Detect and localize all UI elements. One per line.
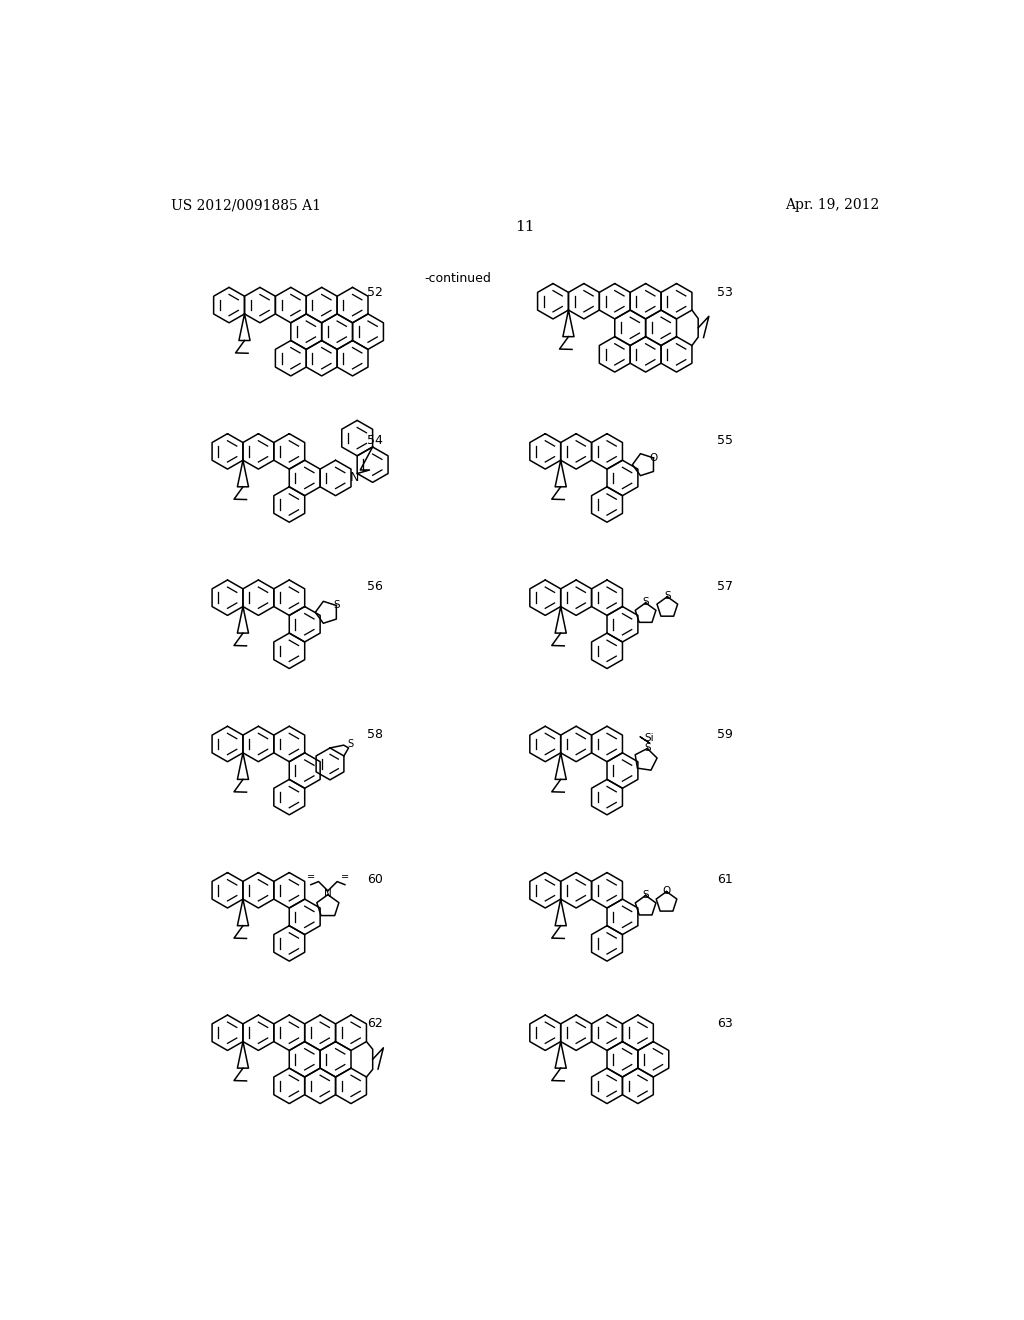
Text: 53: 53	[717, 286, 733, 300]
Text: S: S	[642, 890, 649, 900]
Text: S: S	[644, 743, 650, 752]
Text: O: O	[650, 453, 658, 462]
Text: 61: 61	[717, 873, 733, 886]
Text: =: =	[341, 873, 349, 882]
Text: Apr. 19, 2012: Apr. 19, 2012	[784, 198, 879, 213]
Text: 60: 60	[367, 873, 383, 886]
Text: S: S	[347, 739, 353, 750]
Text: 54: 54	[367, 434, 383, 447]
Text: 57: 57	[717, 581, 733, 594]
Text: 55: 55	[717, 434, 733, 447]
Text: S: S	[334, 601, 340, 610]
Text: 62: 62	[367, 1016, 382, 1030]
Text: 11: 11	[515, 220, 535, 234]
Text: -continued: -continued	[424, 272, 490, 285]
Text: N: N	[349, 471, 358, 484]
Text: =: =	[307, 873, 314, 882]
Text: N: N	[324, 890, 332, 899]
Text: S: S	[664, 591, 671, 601]
Text: S: S	[642, 598, 649, 607]
Text: 59: 59	[717, 729, 733, 742]
Text: 63: 63	[717, 1016, 733, 1030]
Text: 58: 58	[367, 729, 383, 742]
Text: 52: 52	[367, 286, 383, 300]
Text: O: O	[663, 886, 671, 896]
Text: US 2012/0091885 A1: US 2012/0091885 A1	[171, 198, 321, 213]
Text: Si: Si	[645, 734, 654, 743]
Text: 56: 56	[367, 581, 383, 594]
